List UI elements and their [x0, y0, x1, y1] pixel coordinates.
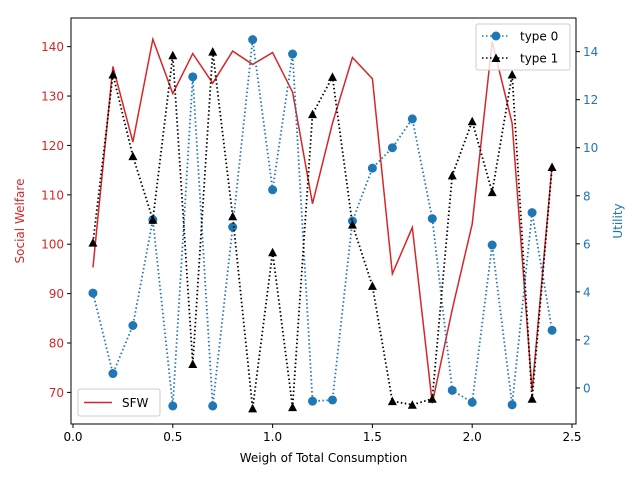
series-type1-point — [427, 394, 437, 403]
series-type1-point — [487, 187, 497, 197]
series-type1-point — [527, 394, 537, 403]
legend-type0-marker — [491, 31, 501, 41]
y-left-tick-label: 110 — [41, 188, 64, 202]
x-tick-label: 2.0 — [463, 430, 482, 444]
y-left-tick-label: 90 — [49, 287, 64, 301]
series-type1-point — [308, 109, 318, 119]
y-right-tick-label: 8 — [583, 189, 591, 203]
series-type1-point — [547, 162, 557, 171]
series-type0-point — [547, 325, 557, 335]
series-type1-point — [327, 72, 337, 81]
series-type1-point — [188, 359, 198, 368]
y-right-tick-label: 4 — [583, 285, 591, 299]
y-right-tick-label: 10 — [583, 141, 598, 155]
y-left-tick-label: 140 — [41, 40, 64, 54]
legend-type0-label: type 0 — [520, 30, 558, 44]
series-type1-point — [347, 220, 357, 229]
series-type0-point — [188, 72, 198, 82]
y-right-tick-label: 14 — [583, 45, 598, 59]
series-layer — [88, 35, 557, 413]
x-axis-label: Weigh of Total Consumption — [240, 451, 408, 465]
series-type0-point — [128, 321, 138, 331]
series-type0-point — [527, 208, 537, 218]
series-type0-point — [427, 214, 437, 224]
x-tick-label: 1.0 — [263, 430, 282, 444]
series-type1-point — [248, 403, 258, 413]
plot-frame — [71, 18, 576, 424]
series-type0-point — [387, 143, 397, 153]
x-tick-label: 2.5 — [562, 430, 581, 444]
y-right-tick-label: 2 — [583, 333, 591, 347]
legend-left: SFW — [77, 388, 161, 417]
plot-border — [70, 17, 577, 425]
x-tick-label: 0.0 — [63, 430, 82, 444]
plot-area — [71, 18, 576, 424]
axes-layer — [70, 17, 577, 425]
x-tick-label: 1.5 — [363, 430, 382, 444]
y-axis-right-label: Utility — [611, 203, 625, 238]
series-type0-line — [92, 39, 553, 407]
ticks-layer: 0.0 0.5 1.0 1.5 2.0 2.5 70 80 90 100 110 120 130 140 0… — [41, 40, 598, 444]
y-left-tick-label: 100 — [41, 238, 64, 252]
y-right-tick-label: 6 — [583, 237, 591, 251]
series-type1-point — [507, 69, 517, 79]
legend-sfw-label: SFW — [122, 396, 149, 410]
y-left-tick-label: 120 — [41, 139, 64, 153]
series-type1-point — [288, 402, 298, 412]
series-type0-point — [327, 395, 337, 405]
series-type0-point — [168, 401, 178, 411]
series-type0-point — [487, 240, 497, 250]
y-right-tick-label: 12 — [583, 93, 598, 107]
x-tick-label: 0.5 — [163, 430, 182, 444]
series-type0-point — [268, 185, 278, 195]
series-type0 — [88, 35, 557, 411]
series-type0-point — [228, 222, 238, 232]
y-left-tick-label: 130 — [41, 90, 64, 104]
series-type1-point — [168, 50, 178, 60]
legend-right: type 0 type 1 — [475, 23, 571, 71]
series-type1-point — [128, 151, 138, 161]
series-type1-point — [228, 211, 238, 221]
series-type1-point — [268, 247, 278, 257]
y-left-tick-label: 80 — [49, 336, 64, 350]
series-type1-point — [387, 396, 397, 406]
series-type0-point — [407, 114, 417, 124]
series-type1-point — [447, 170, 457, 180]
series-type1-point — [88, 238, 98, 247]
series-type0-point — [108, 369, 118, 379]
series-type1-point — [407, 400, 417, 409]
legend-left-box — [77, 388, 161, 417]
series-type0-point — [248, 35, 258, 45]
series-type0-point — [367, 163, 377, 173]
series-type0-point — [467, 397, 477, 407]
series-type1-point — [367, 281, 377, 290]
series-type0-point — [308, 396, 318, 406]
legend-type1-label: type 1 — [520, 52, 558, 66]
series-type0-point — [507, 400, 517, 410]
series-type0-point — [208, 401, 218, 411]
series-type1-point — [148, 215, 158, 224]
series-type0-point — [447, 385, 457, 395]
legend-type1-marker — [491, 53, 501, 62]
y-axis-left-label: Social Welfare — [13, 179, 27, 264]
series-type1-point — [467, 116, 477, 126]
y-right-tick-label: 0 — [583, 381, 591, 395]
series-type1 — [88, 47, 557, 413]
series-type1-point — [208, 47, 218, 56]
series-type0-point — [288, 49, 298, 59]
series-type0-point — [88, 288, 98, 298]
series-type1-point — [108, 69, 118, 79]
y-left-tick-label: 70 — [49, 386, 64, 400]
